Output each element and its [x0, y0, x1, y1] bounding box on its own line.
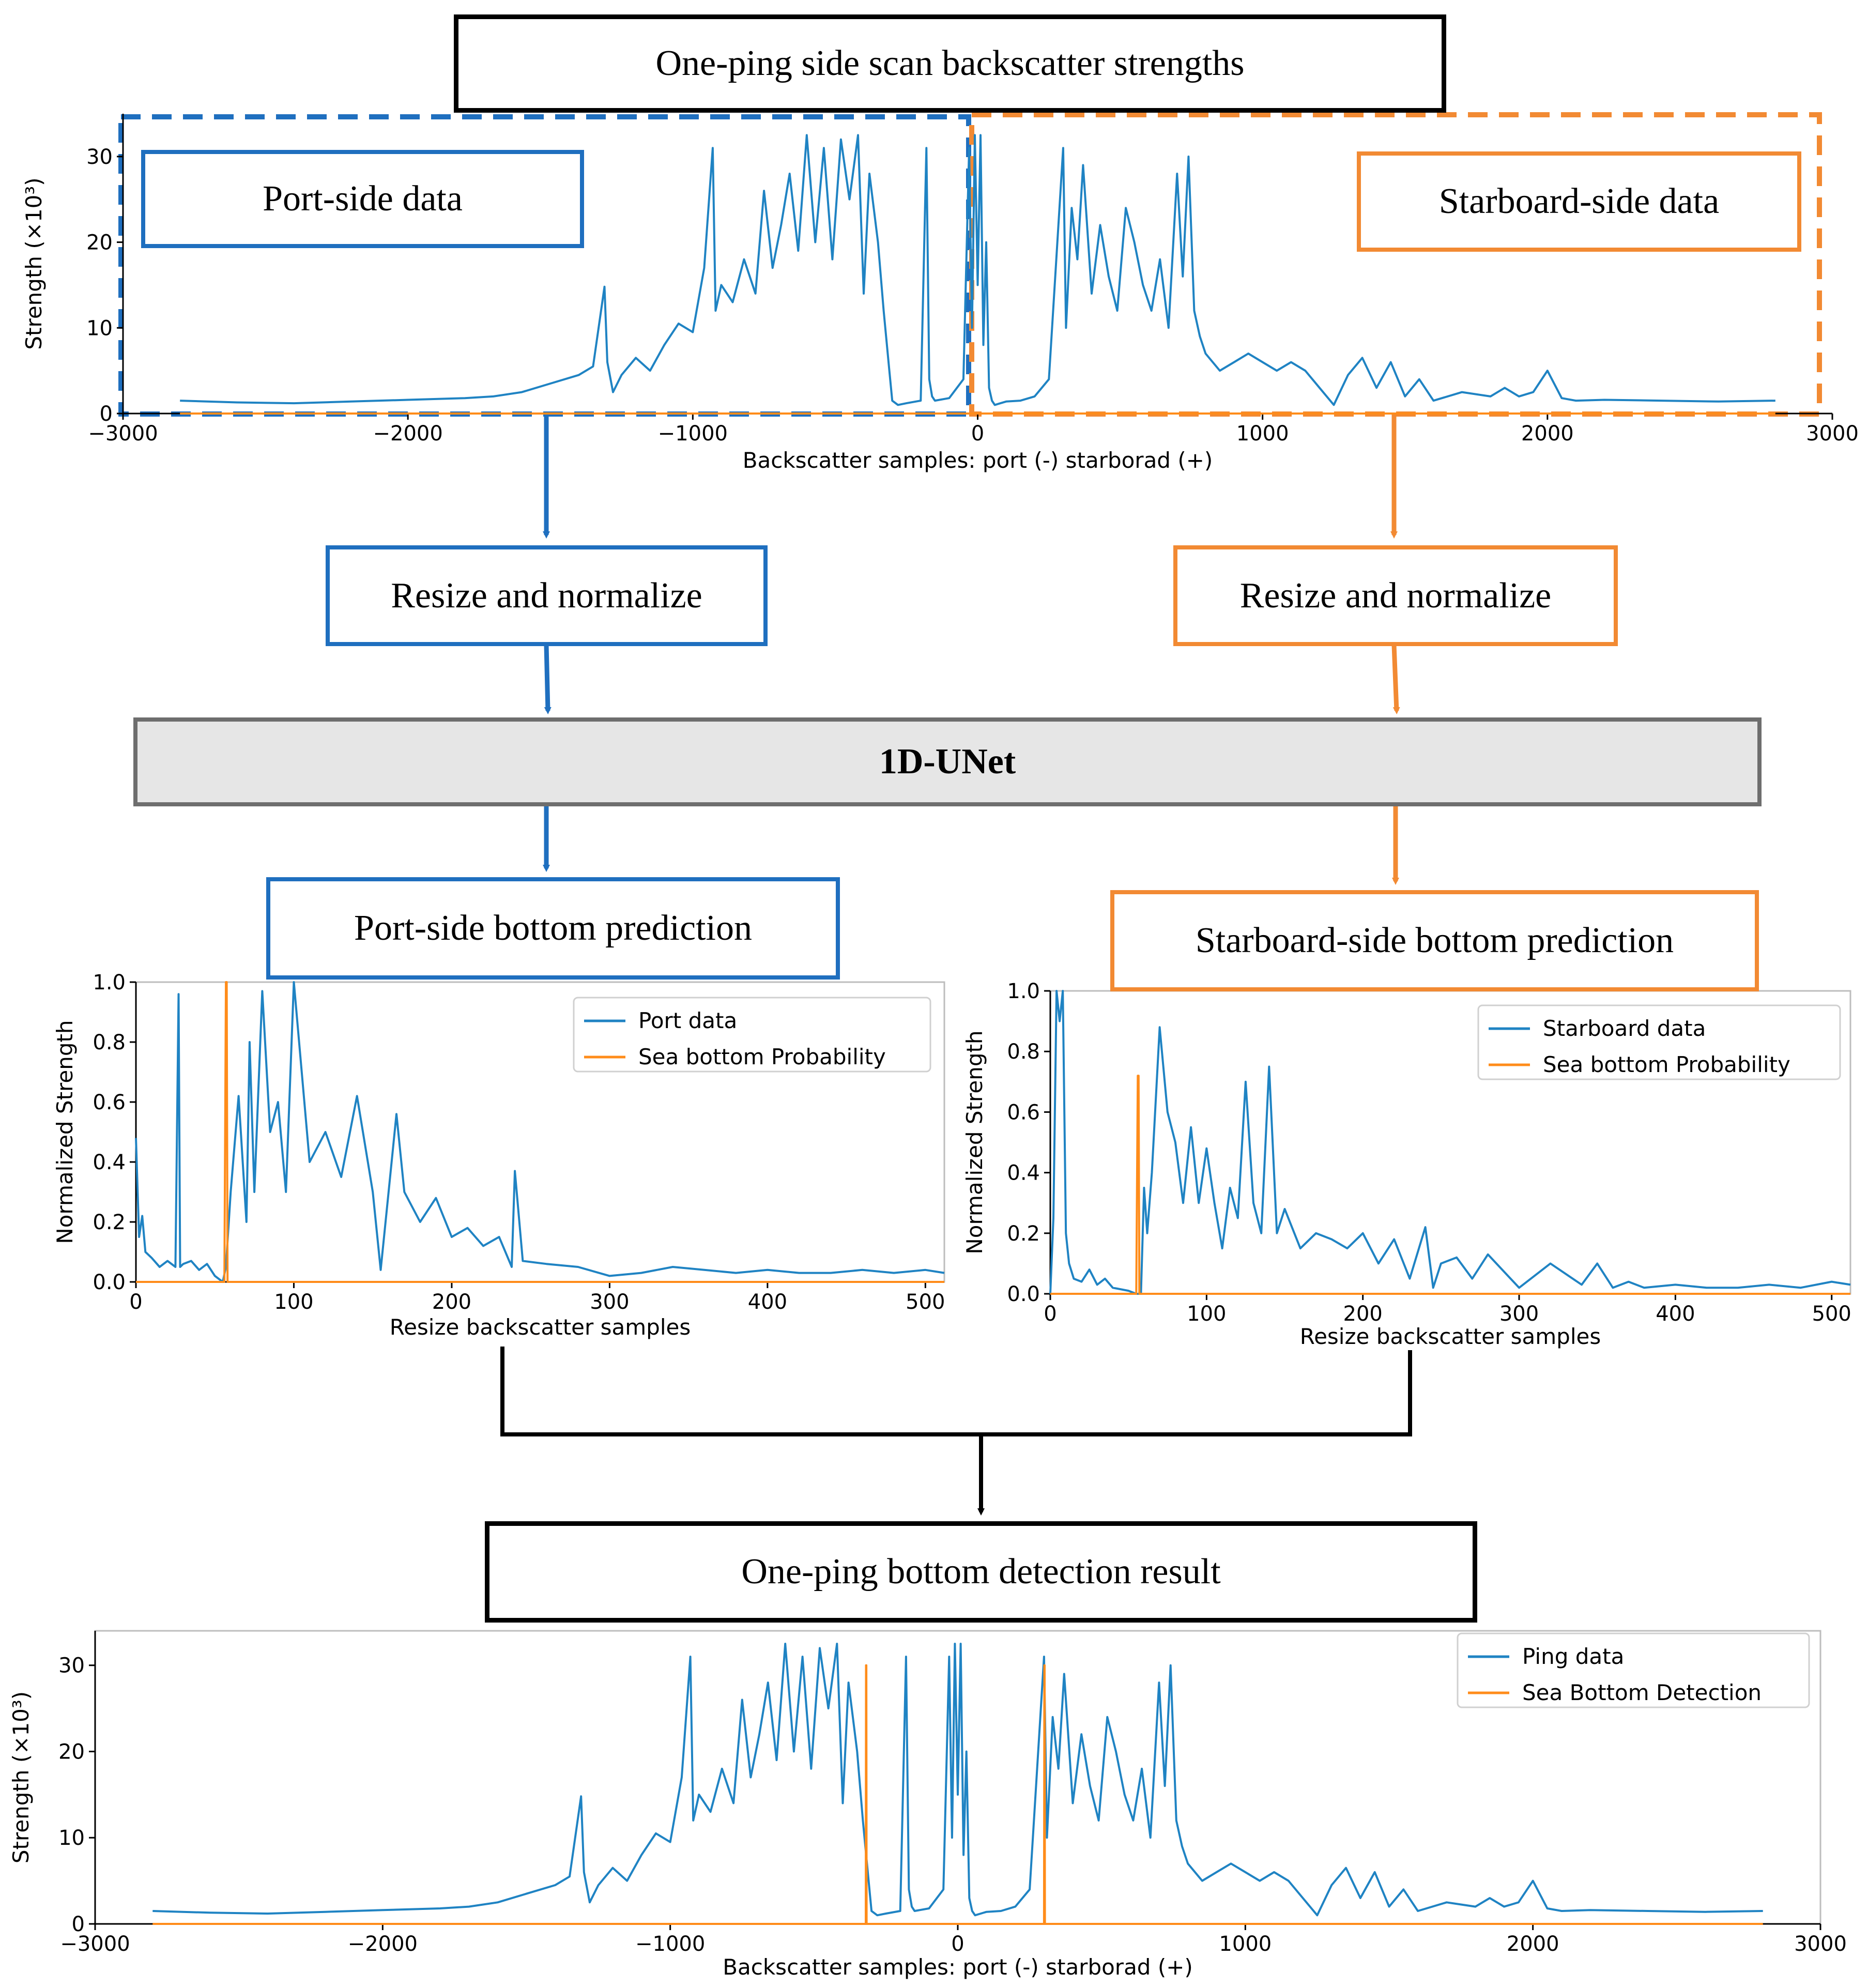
resize-normalize-port-box: Resize and normalize: [326, 545, 768, 646]
starboard-side-data-box: Starboard-side data: [1357, 151, 1801, 252]
ping-data-line: [180, 134, 1775, 406]
legend-box: [1457, 1632, 1810, 1708]
port-prediction-box: Port-side bottom prediction: [266, 877, 840, 980]
x-tick-label: 300: [1499, 1302, 1539, 1326]
y-tick-label: 0.8: [1007, 1040, 1040, 1064]
merge-connector: [500, 1347, 1412, 1436]
ping-data-line: [152, 1643, 1763, 1917]
x-tick-label: 200: [1343, 1302, 1383, 1326]
starboard-prediction-box: Starboard-side bottom prediction: [1110, 890, 1759, 991]
x-tick-label: 1000: [1219, 1932, 1272, 1956]
y-tick-label: 0.0: [1007, 1282, 1040, 1306]
resize-normalize-starboard-box: Resize and normalize: [1173, 545, 1618, 646]
x-tick-label: 100: [1187, 1302, 1226, 1326]
y-tick-label: 0.8: [93, 1031, 126, 1054]
port-prediction-chart: 0 100 200 300 400 500 0.0 0.2 0.4 0.6 0.8 1.0 Resize…: [52, 972, 945, 1340]
x-tick-label: 200: [432, 1290, 471, 1314]
x-tick-label: 0: [129, 1290, 142, 1314]
x-tick-label: 500: [906, 1290, 945, 1314]
y-tick-label: 20: [86, 231, 113, 255]
port-data-line: [135, 981, 945, 1283]
y-tick-label: 30: [58, 1654, 85, 1678]
top-title-box: One-ping side scan backscatter strengths: [454, 14, 1446, 113]
x-tick-label: 500: [1812, 1302, 1851, 1326]
legend-label: Sea bottom Probability: [1543, 1052, 1790, 1077]
x-tick-label: −2000: [373, 422, 443, 446]
x-axis-label: Resize backscatter samples: [390, 1314, 691, 1340]
top-title-text: One-ping side scan backscatter strengths: [655, 43, 1245, 83]
starboard-data-line: [1049, 990, 1851, 1295]
x-tick-label: 0: [1044, 1302, 1057, 1326]
y-tick-label: 10: [58, 1826, 85, 1850]
y-tick-label: 0: [72, 1913, 85, 1936]
y-tick-label: 20: [58, 1740, 85, 1764]
port-side-data-box: Port-side data: [141, 150, 584, 248]
x-tick-label: −3000: [88, 422, 158, 446]
x-axis-label: Backscatter samples: port (-) starborad …: [723, 1954, 1193, 1980]
arrow-port-resize-to-unet: [544, 645, 552, 714]
result-title-text: One-ping bottom detection result: [741, 1552, 1221, 1592]
y-tick-label: 0.6: [1007, 1100, 1040, 1124]
y-axis-label: Strength (×10³): [8, 1691, 34, 1863]
y-tick-label: 0.6: [93, 1091, 126, 1114]
resize-normalize-port-text: Resize and normalize: [391, 575, 702, 616]
legend-box: [573, 997, 931, 1073]
y-tick-label: 30: [86, 145, 113, 169]
x-tick-label: 300: [590, 1290, 629, 1314]
y-tick-label: 0.0: [93, 1271, 126, 1294]
resize-normalize-starboard-text: Resize and normalize: [1239, 575, 1552, 616]
starboard-side-data-text: Starboard-side data: [1438, 181, 1720, 221]
legend-box: [1477, 1004, 1841, 1080]
starboard-prediction-chart: 0 100 200 300 400 500 0.0 0.2 0.4 0.6 0.8 1.0 Resize…: [962, 980, 1851, 1349]
y-tick-label: 0.2: [93, 1211, 126, 1234]
y-axis-label: Normalized Strength: [52, 1020, 78, 1244]
port-side-data-text: Port-side data: [263, 179, 463, 219]
sea-bottom-detection-line: [152, 1664, 1763, 1925]
x-tick-label: 100: [274, 1290, 313, 1314]
y-tick-label: 0: [100, 402, 113, 426]
x-tick-label: −2000: [348, 1932, 418, 1956]
y-axis-label: Strength (×10³): [21, 177, 47, 349]
y-tick-label: 0.2: [1007, 1222, 1040, 1246]
x-axis-label: Backscatter samples: port (-) starborad …: [743, 448, 1213, 473]
legend-label: Sea Bottom Detection: [1522, 1680, 1762, 1705]
unet-box: 1D-UNet: [133, 717, 1762, 806]
x-tick-label: 0: [951, 1932, 964, 1956]
y-tick-label: 0.4: [93, 1151, 126, 1174]
x-tick-label: 400: [748, 1290, 787, 1314]
y-tick-label: 10: [86, 316, 113, 340]
legend-label: Sea bottom Probability: [638, 1044, 886, 1069]
x-tick-label: −1000: [658, 422, 728, 446]
legend-label: Port data: [638, 1008, 737, 1033]
y-tick-label: 1.0: [1007, 980, 1040, 1003]
x-tick-label: 400: [1656, 1302, 1695, 1326]
x-tick-label: 0: [971, 422, 984, 446]
x-tick-label: 1000: [1236, 422, 1289, 446]
sea-bottom-probability-line: [1050, 1075, 1850, 1295]
x-axis-label: Resize backscatter samples: [1300, 1324, 1601, 1349]
legend-label: Starboard data: [1543, 1016, 1706, 1041]
x-tick-label: 3000: [1806, 422, 1859, 446]
y-tick-label: 1.0: [93, 972, 126, 995]
legend-label: Ping data: [1522, 1644, 1624, 1669]
x-tick-label: −1000: [635, 1932, 705, 1956]
arrow-starboard-resize-to-unet: [1391, 645, 1400, 714]
port-prediction-text: Port-side bottom prediction: [354, 908, 752, 948]
y-tick-label: 0.4: [1007, 1161, 1040, 1185]
starboard-prediction-text: Starboard-side bottom prediction: [1195, 921, 1674, 960]
x-tick-label: 2000: [1521, 422, 1574, 446]
x-tick-label: −3000: [60, 1932, 130, 1956]
result-detection-chart: −3000 −2000 −1000 0 1000 2000 3000 0 10 20 30 Backs…: [8, 1630, 1847, 1980]
result-title-box: One-ping bottom detection result: [485, 1521, 1477, 1623]
x-tick-label: 3000: [1794, 1932, 1847, 1956]
unet-text: 1D-UNet: [879, 742, 1016, 782]
top-strength-chart: −3000 −2000 −1000 0 1000 2000 3000 0 10 20 30 Backs…: [21, 114, 1859, 473]
x-tick-label: 2000: [1507, 1932, 1559, 1956]
y-axis-label: Normalized Strength: [962, 1030, 987, 1254]
sea-bottom-probability-line: [136, 981, 944, 1283]
